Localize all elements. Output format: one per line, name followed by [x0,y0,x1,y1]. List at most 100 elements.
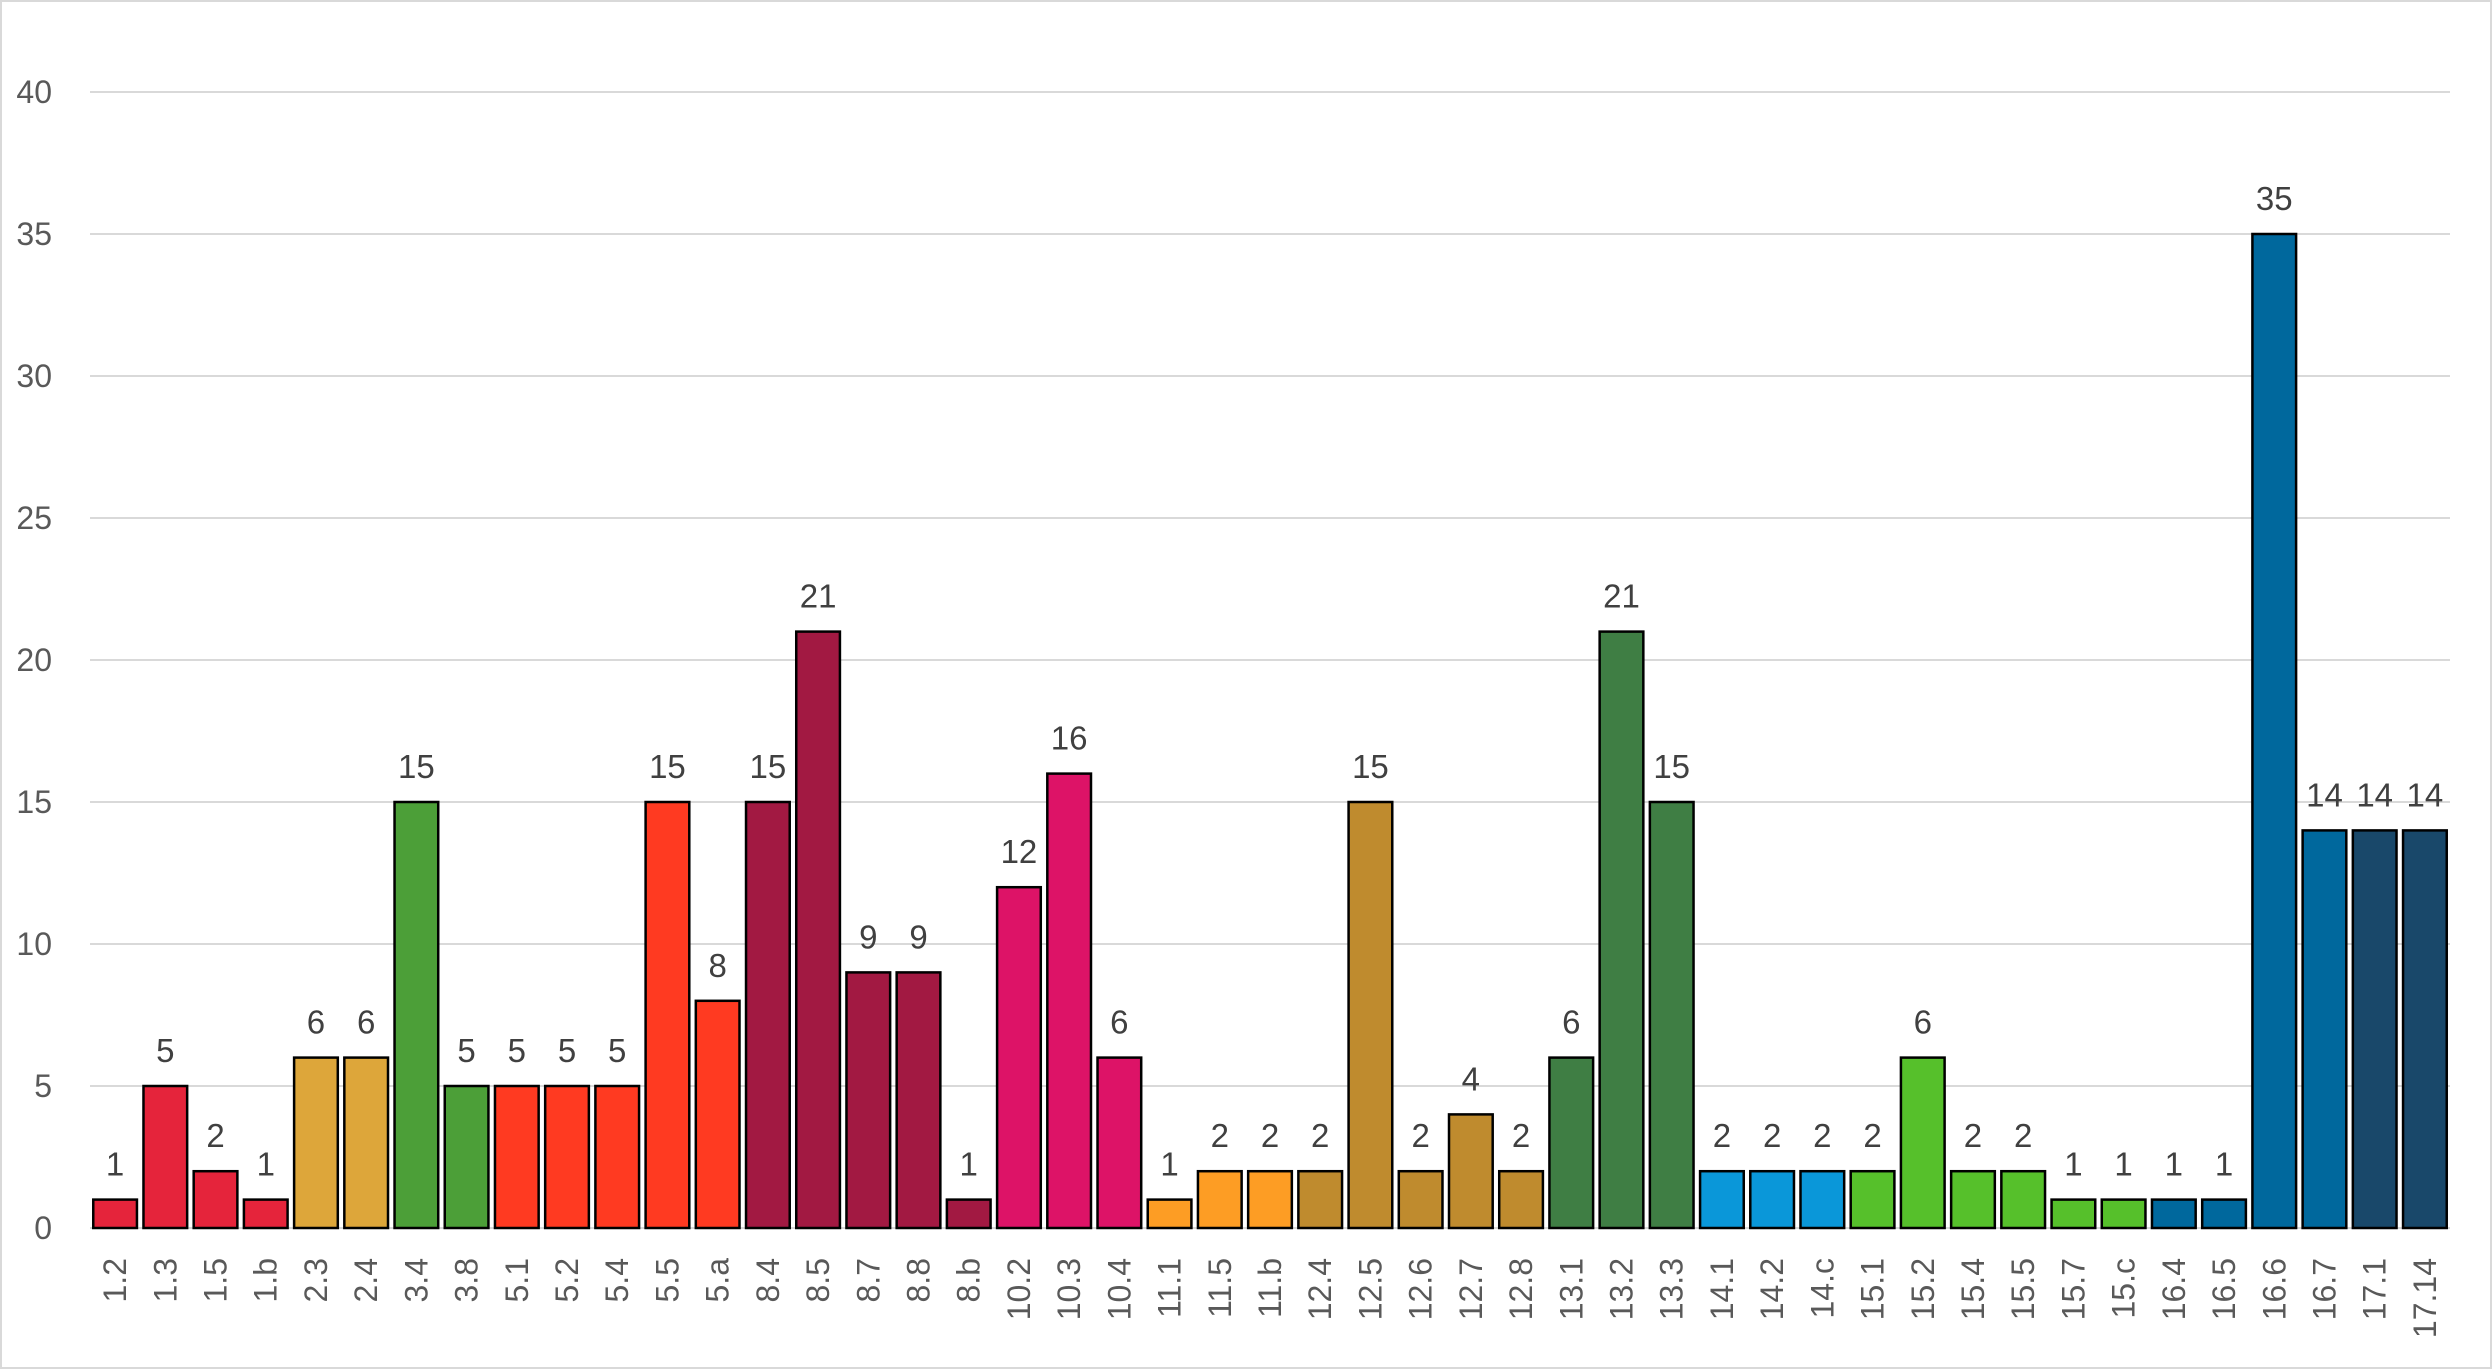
data-label: 6 [1562,1004,1580,1041]
x-tick-label: 16.4 [2156,1258,2192,1320]
x-tick-label: 14.2 [1754,1258,1790,1320]
data-label: 1 [2064,1146,2082,1183]
x-tick-label: 3.8 [449,1258,485,1302]
data-label: 2 [1863,1117,1881,1154]
data-label: 15 [1653,748,1690,785]
data-label: 6 [1110,1004,1128,1041]
x-tick-label: 1.3 [147,1258,183,1302]
x-tick-label: 13.2 [1603,1258,1639,1320]
bar [1949,1169,1997,1230]
x-tick-label: 10.4 [1101,1258,1137,1320]
bar [1297,1169,1344,1230]
bar [393,800,440,1230]
data-label: 5 [608,1032,626,1069]
bar [1096,1056,1143,1230]
x-tick-label: 17.1 [2357,1258,2393,1320]
y-tick-label: 35 [16,216,52,252]
bar [1799,1169,1846,1230]
data-label: 2 [1813,1117,1831,1154]
bar [1146,1198,1193,1230]
bars [92,232,2448,1230]
x-tick-label: 15.4 [1955,1258,1991,1320]
x-tick-label: 1.b [248,1258,284,1302]
data-label: 2 [1211,1117,1229,1154]
data-label: 4 [1462,1060,1480,1097]
data-label: 15 [1352,748,1389,785]
x-tick-label: 8.7 [850,1258,886,1302]
data-label: 2 [206,1117,224,1154]
data-label: 1 [2215,1146,2233,1183]
bar [242,1198,289,1230]
x-tick-label: 2.4 [348,1258,384,1302]
data-label: 12 [1001,833,1038,870]
bar [1246,1169,1294,1230]
x-tick-label: 17.14 [2407,1258,2443,1338]
bar [2301,829,2348,1230]
bar [493,1084,540,1230]
y-tick-label: 25 [16,500,52,536]
bar [2251,232,2298,1230]
x-tick-label: 8.5 [800,1258,836,1302]
bar [845,971,892,1230]
x-tick-label: 10.3 [1051,1258,1087,1320]
bar [1397,1169,1444,1230]
x-tick-label: 15.1 [1855,1258,1891,1320]
data-label: 1 [1160,1146,1178,1183]
bar [945,1198,992,1230]
y-tick-label: 30 [16,358,52,394]
bar [1698,1169,1746,1230]
data-label: 15 [750,748,787,785]
x-tick-label: 15.5 [2005,1258,2041,1320]
data-label: 15 [398,748,435,785]
bar [1548,1056,1595,1230]
data-label: 15 [649,748,686,785]
data-label: 2 [1311,1117,1329,1154]
data-label: 2 [1411,1117,1429,1154]
x-tick-label: 16.5 [2206,1258,2242,1320]
x-tick-label: 15.c [2106,1258,2142,1318]
gridlines [90,91,2450,1229]
bar [2401,829,2448,1230]
bar [744,800,791,1230]
bar [1447,1113,1494,1230]
x-tick-label: 8.b [951,1258,987,1302]
x-tick-label: 5.4 [599,1258,635,1302]
data-label: 35 [2256,180,2293,217]
bar [2200,1198,2248,1230]
bar [1899,1056,1946,1230]
data-label: 1 [2114,1146,2132,1183]
bar [895,971,942,1230]
data-label: 6 [307,1004,325,1041]
bar [1046,772,1093,1230]
x-tick-label: 12.8 [1503,1258,1539,1320]
data-label: 2 [1512,1117,1530,1154]
x-tick-label: 5.5 [649,1258,685,1302]
y-tick-label: 5 [34,1068,52,1104]
x-tick-label: 15.7 [2055,1258,2091,1320]
x-tick-label: 1.2 [97,1258,133,1302]
bar [543,1084,591,1230]
data-label: 6 [357,1004,375,1041]
data-label: 5 [457,1032,475,1069]
x-tick-label: 13.1 [1553,1258,1589,1320]
data-label: 9 [909,918,927,955]
y-tick-label: 10 [16,926,52,962]
bar [292,1056,340,1230]
bar [142,1084,189,1230]
y-tick-label: 20 [16,642,52,678]
bar [2150,1198,2197,1230]
bar [343,1056,390,1230]
x-tick-label: 14.1 [1704,1258,1740,1320]
bar [1849,1169,1896,1230]
x-tick-label: 11.1 [1152,1258,1188,1318]
bar [2050,1198,2097,1230]
data-label: 16 [1051,720,1088,757]
bar [1598,630,1645,1230]
bar [2000,1169,2047,1230]
x-tick-label: 3.4 [398,1258,434,1302]
bar [1497,1169,1545,1230]
x-tick-label: 16.6 [2256,1258,2292,1320]
